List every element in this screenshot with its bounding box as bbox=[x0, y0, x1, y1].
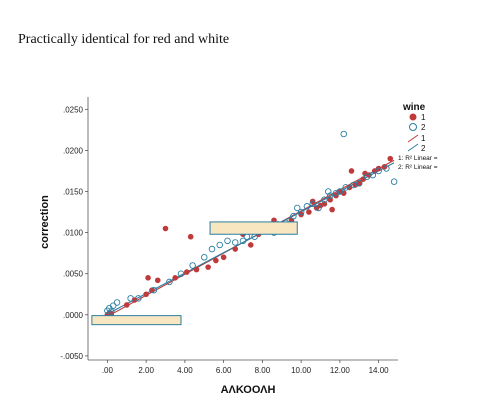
data-point-series-2 bbox=[231, 239, 239, 246]
data-point-series-1 bbox=[143, 291, 149, 298]
data-point-series-2 bbox=[356, 180, 363, 187]
x-axis-title: ΑΛΚΟΟΛΗ bbox=[221, 384, 276, 396]
data-point-series-2 bbox=[200, 254, 208, 261]
data-point-series-1 bbox=[154, 277, 161, 284]
data-point-series-1 bbox=[232, 246, 239, 252]
data-point-series-2 bbox=[109, 302, 117, 310]
annotation-box-2 bbox=[209, 221, 298, 235]
data-point-series-2 bbox=[390, 178, 398, 185]
x-tick-label: 8.00 bbox=[255, 366, 271, 375]
data-point-series-2 bbox=[127, 295, 134, 302]
x-tick-label: 2.00 bbox=[138, 366, 154, 375]
data-point-series-2 bbox=[297, 208, 305, 216]
data-point-series-2 bbox=[177, 270, 185, 277]
legend-r2-label-2: 2: R² Linear = bbox=[398, 164, 438, 171]
plot-frame bbox=[87, 97, 398, 361]
legend-marker-series-1 bbox=[409, 113, 417, 121]
x-tick-label: .00 bbox=[102, 366, 114, 375]
legend-label-series-2: 2 bbox=[421, 123, 426, 132]
data-point-series-2 bbox=[340, 130, 348, 138]
x-tick-label: 14.00 bbox=[369, 366, 390, 375]
legend-fit-line-1 bbox=[407, 134, 419, 143]
data-point-series-2 bbox=[363, 173, 371, 180]
data-point-series-1 bbox=[205, 264, 211, 270]
data-point-series-2 bbox=[383, 165, 390, 172]
legend: wine 1 2 1 2 1: R² Linear = 2: R² Linear… bbox=[398, 102, 438, 171]
annotation-boxes bbox=[91, 221, 298, 326]
y-tick-label: .0050 bbox=[63, 270, 84, 279]
legend-title: wine bbox=[402, 102, 426, 113]
data-point-series-2 bbox=[113, 299, 121, 306]
data-point-series-1 bbox=[387, 155, 394, 162]
data-point-series-1 bbox=[162, 225, 169, 232]
data-point-series-2 bbox=[189, 262, 196, 269]
legend-r2-label-1: 1: R² Linear = bbox=[398, 155, 438, 162]
data-point-series-1 bbox=[172, 275, 178, 281]
data-point-series-1 bbox=[213, 257, 219, 264]
data-point-series-1 bbox=[149, 287, 155, 293]
data-point-series-2 bbox=[325, 188, 332, 195]
y-tick-label: -.0050 bbox=[60, 352, 83, 361]
x-tick-label: 6.00 bbox=[216, 366, 232, 375]
y-axis-title: correction bbox=[39, 195, 51, 249]
fit-lines bbox=[107, 159, 395, 317]
data-point-series-2 bbox=[369, 171, 377, 179]
data-point-series-1 bbox=[356, 180, 363, 187]
y-tick-label: .0200 bbox=[63, 146, 84, 155]
x-tick-label: 10.00 bbox=[291, 366, 312, 375]
legend-label-fit-2: 2 bbox=[421, 144, 426, 153]
y-tick-label: .0250 bbox=[63, 105, 84, 114]
data-point-series-2 bbox=[309, 200, 317, 208]
data-point-series-1 bbox=[306, 209, 312, 215]
data-point-series-2 bbox=[321, 196, 328, 203]
data-point-series-2 bbox=[135, 295, 142, 302]
data-point-series-1 bbox=[329, 206, 335, 213]
data-point-series-2 bbox=[315, 204, 322, 212]
data-point-series-2 bbox=[208, 245, 216, 253]
x-tick-label: 12.00 bbox=[330, 366, 351, 375]
y-tick-label: .0000 bbox=[63, 311, 84, 320]
annotation-box-1 bbox=[91, 315, 182, 326]
legend-label-fit-1: 1 bbox=[421, 134, 426, 143]
data-point-series-2 bbox=[342, 184, 349, 191]
data-point-series-2 bbox=[216, 241, 223, 249]
x-axis-ticks: .00 2.00 4.00 6.00 8.00 10.00 12.00 14.00 bbox=[102, 360, 389, 375]
data-point-series-2 bbox=[239, 237, 247, 245]
y-axis-ticks: -.0050 .0000 .0050 .0100 .0150 .0200 .0250 bbox=[60, 105, 88, 361]
data-point-series-1 bbox=[362, 170, 368, 177]
data-point-series-1 bbox=[184, 269, 190, 275]
data-point-series-2 bbox=[303, 203, 311, 210]
data-point-series-2 bbox=[107, 308, 115, 315]
data-point-series-1 bbox=[193, 266, 200, 273]
y-tick-label: .0100 bbox=[63, 229, 84, 238]
data-point-series-1 bbox=[187, 233, 194, 240]
x-tick-label: 4.00 bbox=[177, 366, 193, 375]
data-point-series-2 bbox=[290, 212, 297, 220]
data-point-series-2 bbox=[332, 189, 340, 197]
data-point-series-1 bbox=[145, 275, 151, 281]
data-point-series-2 bbox=[243, 233, 251, 240]
data-point-series-2 bbox=[375, 167, 382, 175]
legend-fit-line-2 bbox=[407, 143, 419, 152]
data-point-series-2 bbox=[350, 181, 357, 189]
data-point-series-2 bbox=[166, 278, 173, 286]
y-tick-label: .0150 bbox=[63, 188, 84, 197]
data-point-series-1 bbox=[348, 168, 355, 174]
data-point-series-2 bbox=[326, 192, 334, 199]
slide-caption: Practically identical for red and white bbox=[18, 32, 230, 47]
data-point-series-2 bbox=[294, 204, 301, 212]
fit-line-series-2 bbox=[107, 162, 395, 315]
legend-label-series-1: 1 bbox=[421, 113, 426, 122]
data-point-series-1 bbox=[247, 242, 254, 248]
data-point-series-1 bbox=[123, 302, 130, 308]
data-point-series-2 bbox=[224, 237, 231, 245]
data-point-series-2 bbox=[336, 188, 344, 195]
legend-marker-series-2 bbox=[409, 123, 417, 131]
data-point-series-1 bbox=[220, 254, 227, 261]
data-point-series-2 bbox=[150, 286, 158, 294]
